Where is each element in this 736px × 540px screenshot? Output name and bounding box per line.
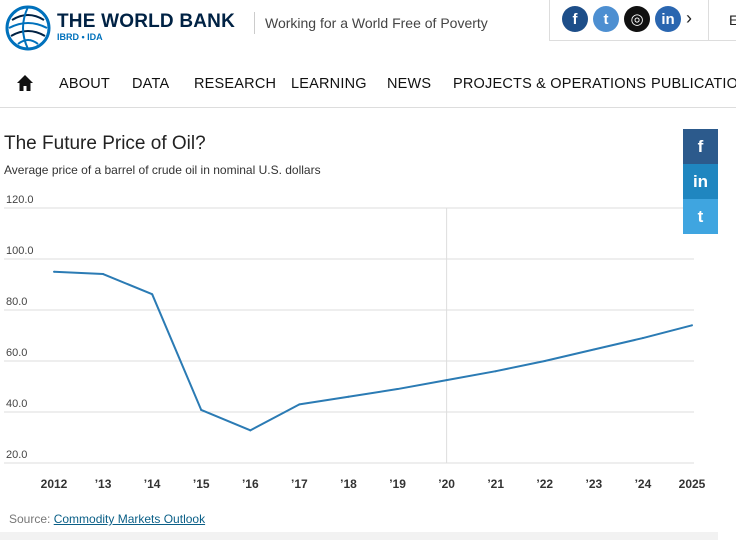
main-nav: ABOUT DATA RESEARCH LEARNING NEWS PROJEC… <box>0 63 736 108</box>
y-tick-label: 100.0 <box>6 245 34 257</box>
brand-name[interactable]: THE WORLD BANK <box>57 11 236 32</box>
x-tick-label: ’20 <box>438 477 455 491</box>
tagline: Working for a World Free of Poverty <box>265 15 488 31</box>
language-selector-box <box>708 0 736 41</box>
social-links <box>549 0 710 41</box>
data-point <box>151 293 154 296</box>
y-tick-label: 120.0 <box>6 194 34 206</box>
x-tick-label: ’15 <box>193 477 210 491</box>
x-tick-label: ’19 <box>389 477 406 491</box>
source-link[interactable]: Commodity Markets Outlook <box>53 512 206 526</box>
data-point <box>396 388 399 391</box>
data-point <box>102 273 105 276</box>
y-tick-label: 20.0 <box>6 449 27 461</box>
brand-subtitle: IBRD • IDA <box>57 32 103 42</box>
oil-price-chart: 120.0 100.0 80.0 60.0 40.0 20.0 2012 ’13 ’14 ’15 ’… <box>4 194 706 491</box>
y-tick-label: 40.0 <box>6 398 27 410</box>
twitter-icon[interactable]: t <box>593 6 619 32</box>
data-point <box>494 370 497 373</box>
nav-publications[interactable]: PUBLICATION <box>651 76 736 92</box>
share-linkedin-icon[interactable]: in <box>683 164 718 199</box>
tagline-divider <box>254 12 255 34</box>
bottom-bar <box>0 532 718 540</box>
chevron-right-icon[interactable]: › <box>686 8 692 28</box>
site-header: THE WORLD BANK IBRD • IDA Working for a … <box>0 0 736 52</box>
data-point <box>445 379 448 382</box>
x-tick-label: 2012 <box>41 477 68 491</box>
chart-subtitle: Average price of a barrel of crude oil i… <box>4 163 321 177</box>
chart-title: The Future Price of Oil? <box>4 133 206 154</box>
x-tick-label: ’13 <box>95 477 112 491</box>
home-icon[interactable] <box>16 74 34 92</box>
data-point <box>592 348 595 351</box>
x-tick-label: ’21 <box>487 477 504 491</box>
x-tick-label: ’14 <box>144 477 161 491</box>
nav-research[interactable]: RESEARCH <box>194 76 277 92</box>
data-point <box>543 360 546 362</box>
data-point <box>641 337 644 340</box>
x-tick-label: ’22 <box>536 477 553 491</box>
x-tick-label: ’23 <box>586 477 603 491</box>
data-point <box>298 403 301 406</box>
x-tick-label: ’24 <box>635 477 652 491</box>
instagram-icon[interactable]: ◎ <box>624 6 650 32</box>
nav-news[interactable]: NEWS <box>387 76 432 92</box>
nav-about[interactable]: ABOUT <box>59 76 110 92</box>
source-label: Source: <box>9 512 54 526</box>
y-tick-label: 80.0 <box>6 296 27 308</box>
nav-learning[interactable]: LEARNING <box>291 76 367 92</box>
x-tick-label: ’16 <box>242 477 259 491</box>
data-point <box>347 395 350 398</box>
data-point <box>200 408 203 411</box>
y-tick-label: 60.0 <box>6 347 27 359</box>
data-point <box>691 324 693 327</box>
nav-data[interactable]: DATA <box>132 76 170 92</box>
share-twitter-icon[interactable]: t <box>683 199 718 234</box>
world-bank-globe-icon[interactable] <box>4 4 52 52</box>
facebook-icon[interactable]: f <box>562 6 588 32</box>
x-tick-label: ’18 <box>340 477 357 491</box>
x-tick-label: ’17 <box>291 477 308 491</box>
data-point <box>53 270 55 273</box>
share-facebook-icon[interactable]: f <box>683 129 718 164</box>
linkedin-icon[interactable]: in <box>655 6 681 32</box>
oil-price-line <box>53 270 693 432</box>
data-point <box>249 429 252 432</box>
language-selector[interactable]: E <box>729 12 736 28</box>
x-tick-label: 2025 <box>679 477 706 491</box>
source-note: Source: Commodity Markets Outlook <box>9 512 205 526</box>
nav-projects-operations[interactable]: PROJECTS & OPERATIONS <box>453 76 647 92</box>
